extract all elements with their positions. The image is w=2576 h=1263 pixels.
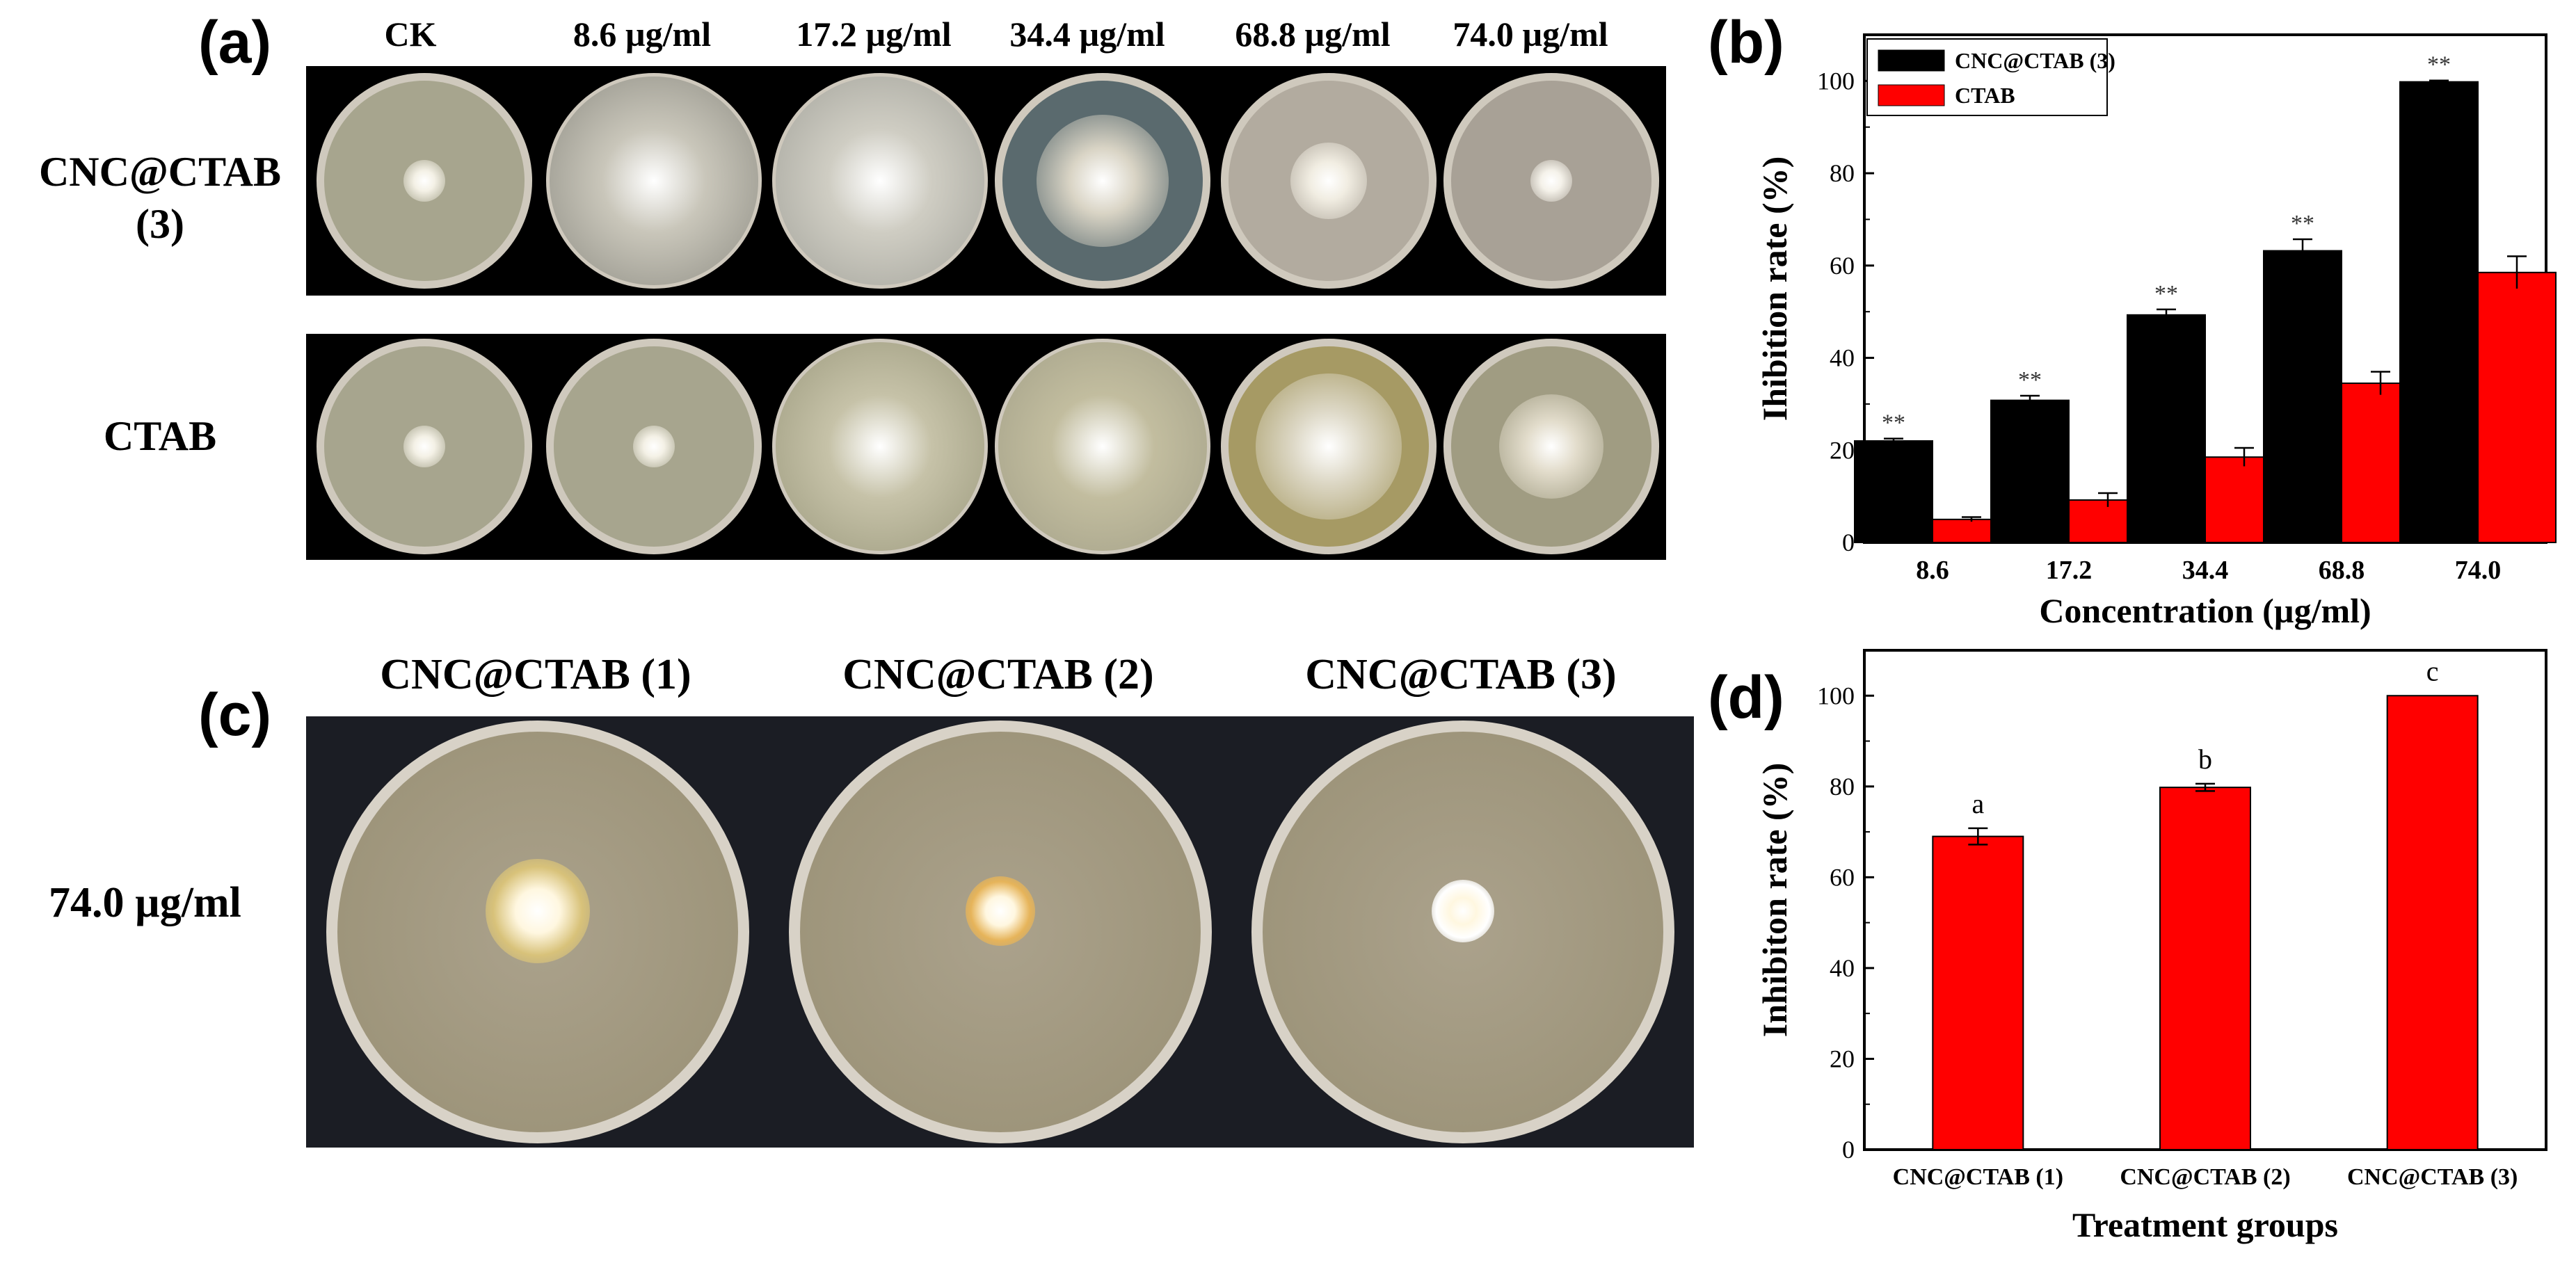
legend-swatch [1878,49,1945,72]
y-tick-label: 40 [1830,954,1855,982]
y-tick-label: 0 [1842,1136,1855,1164]
x-tick-label: CNC@CTAB (3) [2347,1164,2518,1190]
x-tick-label: 68.8 [2319,556,2365,585]
y-tick-label: 20 [1830,436,1855,464]
column-header-cnc-ctab-3: CNC@CTAB (3) [1305,651,1617,698]
significance-letter: a [1971,788,1984,819]
cnc-ctab-fungal-colony-2 [776,77,984,285]
ctab-fungal-colony-1 [633,426,675,467]
y-axis-label: Inhibiton rate (%) [1755,763,1794,1037]
x-axis-label: Treatment groups [2072,1205,2338,1244]
y-tick-label: 60 [1830,252,1855,280]
black-bar-17.2 [1990,399,2070,543]
row-label-line1: CNC@CTAB [38,149,282,195]
y-tick-label: 60 [1830,863,1855,891]
big-dish-colony-2 [965,876,1035,946]
y-tick-label: 40 [1830,344,1855,372]
red-bar-1 [1932,835,2024,1150]
y-tick-label: 0 [1842,529,1855,556]
panel-b-letter: (b) [1708,9,1784,76]
significance-letter: b [2198,743,2212,775]
x-tick-label: 34.4 [2182,556,2229,585]
column-header-cnc-ctab-2: CNC@CTAB (2) [842,651,1154,698]
black-bar-74.0 [2399,81,2479,543]
y-tick-label: 20 [1830,1045,1855,1072]
ctab-fungal-colony-0 [403,426,445,467]
cnc-ctab-fungal-colony-1 [550,77,758,285]
cnc-ctab-fungal-colony-4 [1290,143,1367,219]
column-header-17-2: 17.2 µg/ml [796,15,952,54]
panel-c-letter: (c) [198,682,272,748]
x-tick-label: 8.6 [1916,556,1949,585]
red-bar-3 [2386,695,2479,1151]
row-label-line2: (3) [136,201,184,247]
black-bar-68.8 [2263,250,2342,543]
x-tick-label: 74.0 [2455,556,2502,585]
column-header-ck: CK [384,15,437,54]
red-bar-74.0 [2477,271,2557,543]
black-bar-34.4 [2127,314,2206,543]
cnc-ctab-fungal-colony-0 [403,160,445,202]
bar-chart-inhibition-by-concentration: 0 20 40 60 80 100 8.6 ** 17.2 ** 34.4 ** 68.8 ** 74.0 *… [1755,33,2557,630]
y-tick-label: 80 [1830,773,1855,801]
column-header-8-6: 8.6 µg/ml [573,15,712,54]
bar-chart-inhibition-by-treatment: 0 20 40 60 80 100 CNC@CTAB (1) a CNC@CTAB (2) b CN… [1755,649,2547,1244]
column-header-cnc-ctab-1: CNC@CTAB (1) [380,651,691,698]
legend-label: CTAB [1955,83,2015,108]
column-header-68-8: 68.8 µg/ml [1235,15,1391,54]
ctab-fungal-colony-2 [776,342,984,551]
row-label-ctab: CTAB [103,413,217,459]
ctab-fungal-colony-5 [1499,394,1603,499]
y-tick-label: 80 [1830,159,1855,187]
column-header-74-0: 74.0 µg/ml [1453,15,1608,54]
x-tick-label: 17.2 [2046,556,2093,585]
row-label-74-0: 74.0 µg/ml [49,879,241,926]
y-tick-label: 100 [1817,67,1855,95]
x-tick-label: CNC@CTAB (2) [2120,1164,2290,1190]
panel-a-letter: (a) [198,9,272,76]
x-axis-label: Concentration (µg/ml) [2039,591,2371,630]
legend: CNC@CTAB (3) CTAB [1866,38,2115,116]
cnc-ctab-fungal-colony-3 [1037,115,1169,247]
x-tick-label: CNC@CTAB (1) [1893,1164,2063,1190]
cnc-ctab-fungal-colony-5 [1530,160,1572,202]
ctab-fungal-colony-3 [998,342,1207,551]
y-axis-label: Ihibition rate (%) [1755,156,1794,421]
red-bar-2 [2159,787,2251,1150]
legend-label: CNC@CTAB (3) [1955,48,2115,73]
significance-mark: ** [2291,211,2314,236]
panel-d-letter: (d) [1708,664,1784,731]
big-dish-colony-3 [1431,880,1494,942]
legend-swatch [1878,84,1945,106]
row-label-cnc-ctab-3: CNC@CTAB (3) [17,146,303,250]
big-dish-colony-1 [485,859,590,963]
significance-letter: c [2426,655,2439,686]
column-header-34-4: 34.4 µg/ml [1009,15,1165,54]
significance-mark: ** [1882,410,1905,436]
black-bar-8.6 [1854,440,1933,543]
y-tick-label: 100 [1817,682,1855,709]
significance-mark: ** [2018,367,2042,393]
significance-mark: ** [2154,281,2178,307]
ctab-fungal-colony-4 [1256,373,1402,520]
significance-mark: ** [2427,52,2451,78]
